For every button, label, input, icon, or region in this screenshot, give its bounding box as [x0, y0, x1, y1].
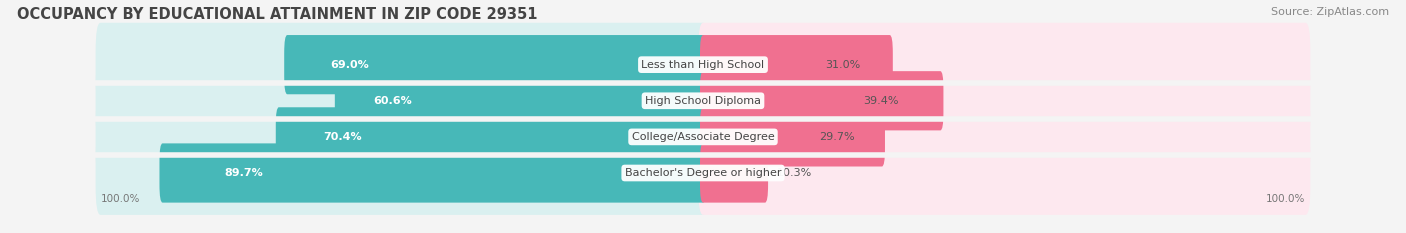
- Text: 39.4%: 39.4%: [863, 96, 898, 106]
- FancyBboxPatch shape: [96, 23, 707, 106]
- FancyBboxPatch shape: [96, 59, 707, 143]
- Text: 31.0%: 31.0%: [825, 60, 860, 70]
- Text: Source: ZipAtlas.com: Source: ZipAtlas.com: [1271, 7, 1389, 17]
- FancyBboxPatch shape: [159, 143, 706, 203]
- Text: High School Diploma: High School Diploma: [645, 96, 761, 106]
- Text: OCCUPANCY BY EDUCATIONAL ATTAINMENT IN ZIP CODE 29351: OCCUPANCY BY EDUCATIONAL ATTAINMENT IN Z…: [17, 7, 537, 22]
- Text: 10.3%: 10.3%: [778, 168, 813, 178]
- FancyBboxPatch shape: [699, 23, 1310, 106]
- FancyBboxPatch shape: [96, 95, 707, 179]
- FancyBboxPatch shape: [276, 107, 706, 167]
- FancyBboxPatch shape: [700, 35, 893, 94]
- FancyBboxPatch shape: [96, 131, 707, 215]
- Text: 69.0%: 69.0%: [330, 60, 368, 70]
- Text: Less than High School: Less than High School: [641, 60, 765, 70]
- Text: 100.0%: 100.0%: [1267, 194, 1306, 204]
- FancyBboxPatch shape: [284, 35, 706, 94]
- FancyBboxPatch shape: [335, 71, 706, 130]
- Bar: [697, 124, 709, 150]
- FancyBboxPatch shape: [699, 59, 1310, 143]
- Bar: [697, 160, 709, 186]
- Text: Bachelor's Degree or higher: Bachelor's Degree or higher: [624, 168, 782, 178]
- FancyBboxPatch shape: [699, 95, 1310, 179]
- FancyBboxPatch shape: [700, 107, 884, 167]
- Text: 100.0%: 100.0%: [100, 194, 139, 204]
- Bar: [697, 88, 709, 114]
- Text: 70.4%: 70.4%: [323, 132, 361, 142]
- FancyBboxPatch shape: [700, 143, 768, 203]
- FancyBboxPatch shape: [699, 131, 1310, 215]
- Bar: [697, 52, 709, 78]
- Text: 89.7%: 89.7%: [224, 168, 263, 178]
- Text: 29.7%: 29.7%: [820, 132, 855, 142]
- FancyBboxPatch shape: [700, 71, 943, 130]
- Text: College/Associate Degree: College/Associate Degree: [631, 132, 775, 142]
- Text: 60.6%: 60.6%: [373, 96, 412, 106]
